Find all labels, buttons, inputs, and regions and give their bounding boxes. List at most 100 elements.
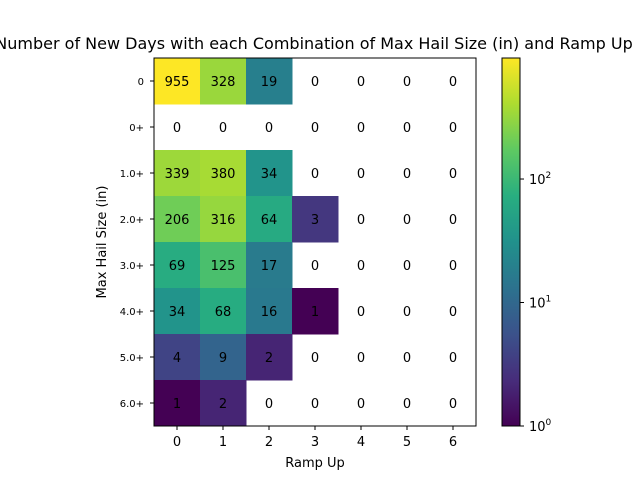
cell-value-label: 0 <box>357 305 365 320</box>
colorbar-ticks: 100 101 102 <box>520 171 552 435</box>
cell-value-label: 0 <box>403 167 411 182</box>
y-axis-ticks: 0 0+ 1.0+ 2.0+ 3.0+ 4.0+ 5.0+ 6.0+ <box>120 77 154 410</box>
cell-value-label: 69 <box>169 259 186 274</box>
x-tick-label: 3 <box>311 435 319 450</box>
y-tick-label: 3.0+ <box>120 261 144 272</box>
cell-value-label: 34 <box>169 305 186 320</box>
x-axis-label: Ramp Up <box>285 456 345 471</box>
x-tick-label: 1 <box>219 435 227 450</box>
y-tick-label: 0 <box>138 77 144 88</box>
cell-value-label: 0 <box>449 75 457 90</box>
cell-value-label: 0 <box>449 167 457 182</box>
cell-value-label: 0 <box>311 351 319 366</box>
cell-value-label: 0 <box>403 259 411 274</box>
cell-value-label: 9 <box>219 351 227 366</box>
heatmap-cell <box>154 242 201 289</box>
heatmap-cell <box>154 334 201 381</box>
heatmap-cell <box>246 58 293 105</box>
cell-value-label: 206 <box>165 213 190 228</box>
heatmap-cell <box>292 196 339 243</box>
y-tick-label: 2.0+ <box>120 215 144 226</box>
heatmap-cell <box>200 288 247 335</box>
cell-value-label: 1 <box>173 397 181 412</box>
heatmap-cell <box>154 380 201 427</box>
cell-value-label: 2 <box>265 351 273 366</box>
cell-value-label: 68 <box>215 305 232 320</box>
cell-value-label: 3 <box>311 213 319 228</box>
colorbar-tick-label: 102 <box>529 171 551 188</box>
x-tick-label: 4 <box>357 435 365 450</box>
heatmap-cell <box>200 334 247 381</box>
colorbar-tick-label: 101 <box>529 295 551 312</box>
y-tick-label: 6.0+ <box>120 399 144 410</box>
cell-value-label: 328 <box>211 75 236 90</box>
chart-title: Number of New Days with each Combination… <box>0 34 633 53</box>
cell-value-label: 0 <box>403 121 411 136</box>
cell-value-label: 0 <box>403 397 411 412</box>
cell-value-label: 0 <box>265 397 273 412</box>
y-axis-label: Max Hail Size (in) <box>95 186 110 299</box>
heatmap-cell <box>154 196 201 243</box>
cell-value-label: 0 <box>265 121 273 136</box>
cell-value-label: 0 <box>311 121 319 136</box>
cell-value-label: 0 <box>173 121 181 136</box>
cell-value-label: 64 <box>261 213 278 228</box>
cell-value-label: 0 <box>357 397 365 412</box>
cell-value-label: 16 <box>261 305 278 320</box>
cell-value-label: 0 <box>357 351 365 366</box>
cell-value-label: 125 <box>211 259 236 274</box>
heatmap-cell <box>200 242 247 289</box>
cell-value-label: 2 <box>219 397 227 412</box>
cell-value-label: 0 <box>449 351 457 366</box>
x-tick-label: 2 <box>265 435 273 450</box>
heatmap-cell <box>154 58 201 105</box>
cell-value-label: 0 <box>311 75 319 90</box>
y-tick-label: 1.0+ <box>120 169 144 180</box>
colorbar-tick-label: 100 <box>529 418 552 435</box>
cell-value-label: 0 <box>403 305 411 320</box>
cell-value-label: 0 <box>357 121 365 136</box>
cell-value-label: 0 <box>449 397 457 412</box>
heatmap-cell <box>200 380 247 427</box>
heatmap-cell <box>292 288 339 335</box>
cell-value-label: 0 <box>403 213 411 228</box>
cell-value-label: 0 <box>357 167 365 182</box>
x-tick-label: 5 <box>403 435 411 450</box>
heatmap-cell <box>200 58 247 105</box>
x-tick-label: 6 <box>449 435 457 450</box>
heatmap-cell <box>200 196 247 243</box>
cell-value-label: 0 <box>403 75 411 90</box>
cell-value-label: 17 <box>261 259 278 274</box>
colorbar <box>501 57 521 427</box>
heatmap-cell <box>246 288 293 335</box>
cell-value-label: 0 <box>403 351 411 366</box>
cell-value-label: 0 <box>357 259 365 274</box>
heatmap-cell <box>200 150 247 197</box>
cell-value-label: 34 <box>261 167 278 182</box>
cell-value-label: 0 <box>449 213 457 228</box>
cell-value-label: 955 <box>165 75 190 90</box>
cell-value-label: 0 <box>449 121 457 136</box>
cell-value-label: 0 <box>357 75 365 90</box>
cell-value-label: 0 <box>357 213 365 228</box>
cell-value-label: 0 <box>449 305 457 320</box>
heatmap-cell <box>154 288 201 335</box>
heatmap-cell <box>246 150 293 197</box>
y-tick-label: 5.0+ <box>120 353 144 364</box>
heatmap-cell <box>246 196 293 243</box>
cell-value-label: 0 <box>311 397 319 412</box>
cell-value-label: 0 <box>311 259 319 274</box>
cell-value-label: 316 <box>211 213 236 228</box>
cell-value-label: 4 <box>173 351 181 366</box>
cell-value-label: 380 <box>211 167 236 182</box>
x-tick-label: 0 <box>173 435 181 450</box>
cell-value-label: 1 <box>311 305 319 320</box>
heatmap-cell <box>246 334 293 381</box>
cell-value-label: 19 <box>261 75 278 90</box>
cell-value-label: 0 <box>219 121 227 136</box>
y-tick-label: 4.0+ <box>120 307 144 318</box>
cell-value-label: 0 <box>449 259 457 274</box>
heatmap-cell <box>246 242 293 289</box>
